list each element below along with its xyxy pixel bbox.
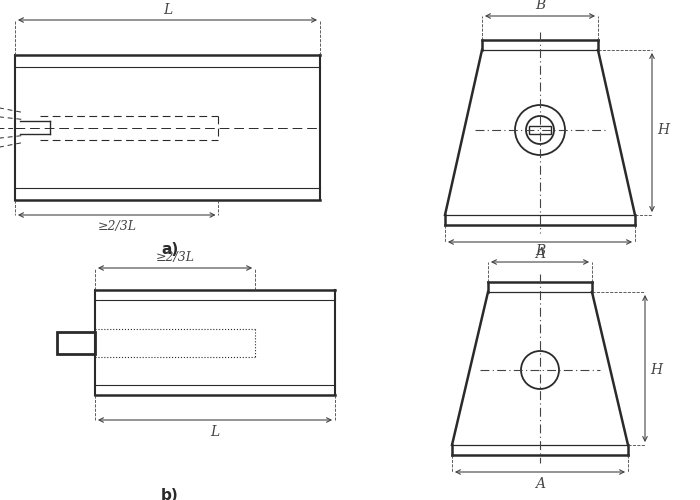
Text: B: B (535, 0, 545, 12)
Text: B: B (535, 244, 545, 258)
Text: L: L (163, 3, 172, 17)
Text: A: A (535, 247, 545, 261)
Text: H: H (657, 123, 669, 137)
Bar (529, 126, 551, 134)
Text: L: L (211, 425, 220, 439)
Text: b): b) (161, 488, 179, 500)
Bar (57, 332, 95, 353)
Text: ≥2/3L: ≥2/3L (155, 251, 195, 264)
Text: ≥2/3L: ≥2/3L (97, 220, 136, 233)
Text: A: A (535, 477, 545, 491)
Text: H: H (650, 363, 662, 377)
Text: a): a) (162, 242, 178, 257)
